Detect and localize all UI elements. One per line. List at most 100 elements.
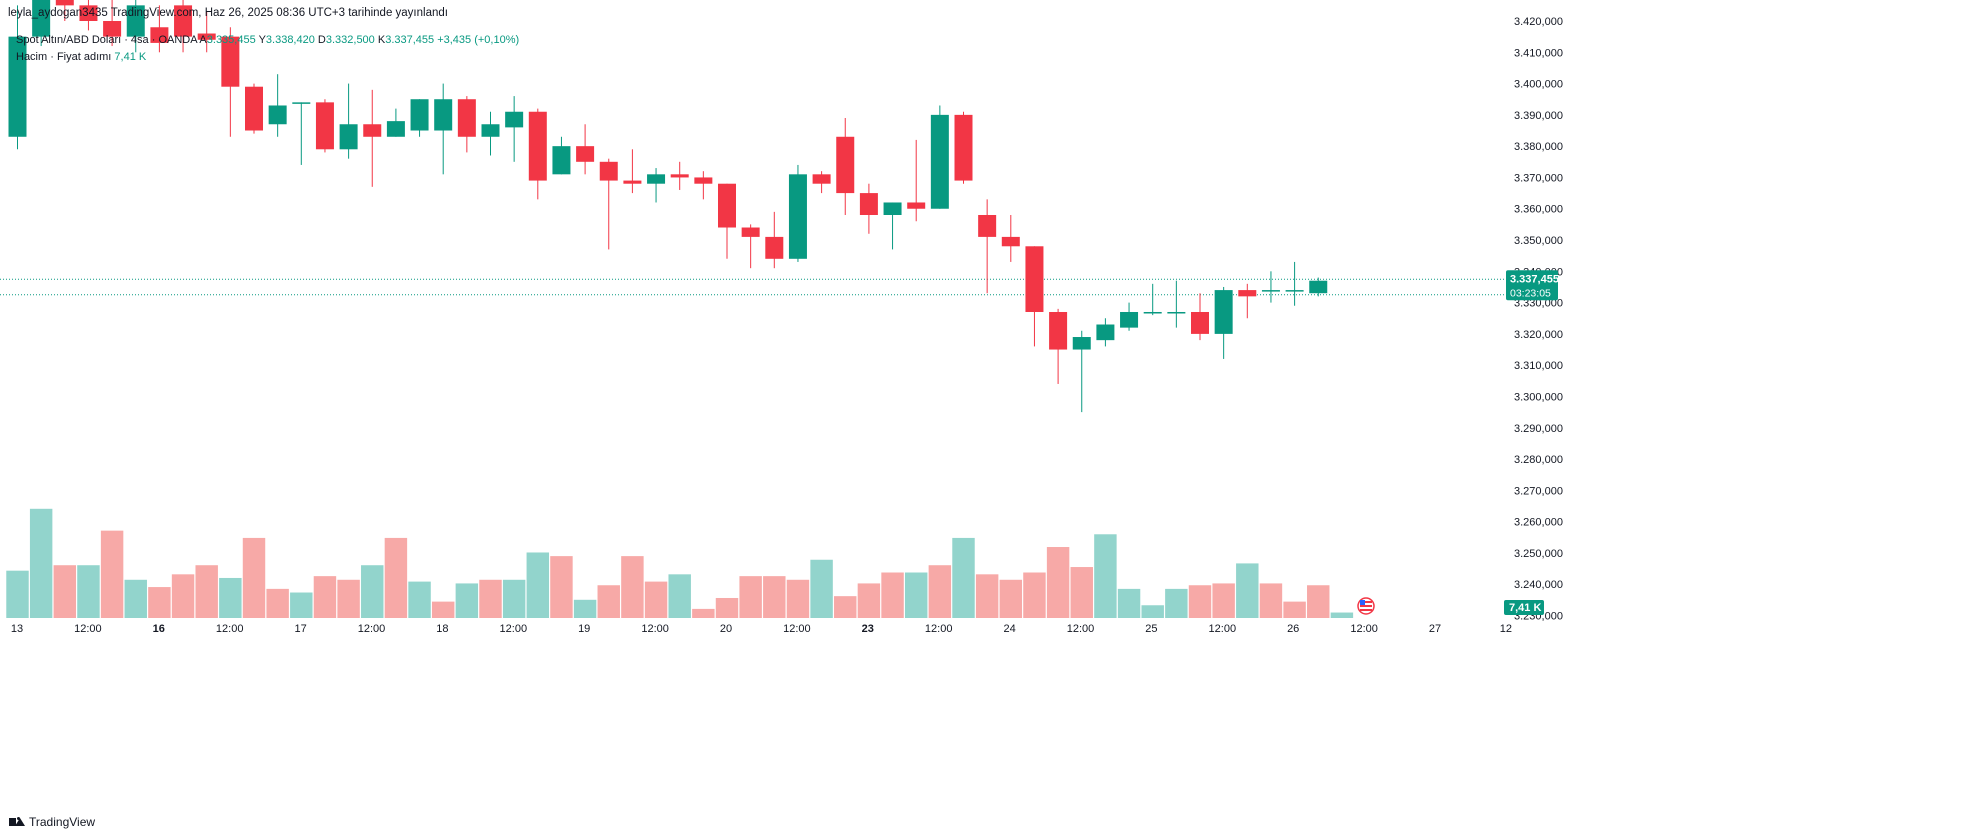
volume-bar: [621, 556, 644, 618]
candle[interactable]: [1261, 271, 1280, 303]
volume-bar: [573, 599, 597, 618]
footer-brand: TradingView: [29, 815, 96, 829]
volume-bar: [834, 596, 857, 618]
candle[interactable]: [386, 108, 405, 137]
tradingview-footer[interactable]: TradingView: [9, 815, 95, 829]
candle[interactable]: [245, 83, 263, 134]
time-tick-label: 26: [1287, 623, 1299, 635]
candle[interactable]: [836, 117, 855, 215]
volume-bar: [53, 565, 77, 618]
candle-body: [315, 102, 334, 150]
symbol-name[interactable]: Spot Altın/ABD Doları · 4sa · OANDA: [16, 34, 197, 46]
candles: [8, 0, 1328, 413]
candle[interactable]: [718, 183, 736, 259]
volume-bar: [668, 574, 691, 618]
volume-bar: [1094, 534, 1117, 618]
candle[interactable]: [1072, 330, 1091, 413]
candle[interactable]: [930, 105, 949, 209]
candle[interactable]: [599, 158, 618, 250]
candle[interactable]: [576, 124, 595, 175]
candle-body: [812, 174, 831, 184]
candle[interactable]: [883, 202, 902, 250]
candle[interactable]: [339, 83, 358, 159]
time-tick-label: 12:00: [1067, 623, 1095, 635]
volume-bar: [219, 577, 242, 618]
candle[interactable]: [363, 89, 382, 187]
candle[interactable]: [1191, 293, 1209, 341]
candle-body: [363, 124, 382, 137]
volume-bar: [384, 537, 408, 618]
candle[interactable]: [1001, 214, 1020, 262]
candle[interactable]: [647, 168, 666, 203]
candle[interactable]: [197, 11, 216, 53]
candle[interactable]: [623, 149, 642, 194]
candle[interactable]: [978, 199, 997, 294]
volume-bar: [266, 588, 289, 618]
published-caption: leyla_aydogan3435 TradingView.com, Haz 2…: [8, 7, 448, 19]
candle[interactable]: [150, 5, 169, 53]
volume-bar: [431, 601, 455, 618]
volume-bar: [786, 579, 810, 618]
volume-bar: [1236, 563, 1259, 618]
candle[interactable]: [505, 96, 524, 162]
candle[interactable]: [1025, 246, 1044, 347]
candle[interactable]: [481, 111, 500, 156]
candle[interactable]: [1167, 280, 1186, 328]
volume-legend[interactable]: Hacim · Fiyat adımı 7,41 K: [16, 51, 146, 63]
candle[interactable]: [859, 183, 878, 234]
candle[interactable]: [694, 171, 713, 200]
candle[interactable]: [812, 171, 831, 194]
time-tick-label: 19: [578, 623, 590, 635]
candle[interactable]: [79, 0, 98, 31]
candle[interactable]: [788, 164, 807, 262]
candle-body: [197, 33, 216, 40]
candle[interactable]: [552, 136, 571, 175]
candle[interactable]: [1309, 277, 1328, 297]
candle[interactable]: [457, 96, 476, 153]
candle-body: [1309, 280, 1328, 294]
candle[interactable]: [1285, 261, 1304, 306]
candle[interactable]: [174, 0, 193, 53]
candle[interactable]: [954, 111, 973, 184]
candle[interactable]: [741, 224, 760, 269]
candle[interactable]: [765, 211, 784, 269]
price-tick-label: 3.320,000: [1514, 329, 1563, 341]
candle[interactable]: [434, 83, 453, 175]
candle[interactable]: [670, 161, 689, 190]
candle[interactable]: [32, 0, 51, 47]
candle[interactable]: [1214, 286, 1233, 359]
candle-body: [505, 111, 524, 128]
volume-badge-text: 7,41 K: [1509, 602, 1541, 614]
volume-bar: [1141, 605, 1164, 618]
candle-body: [457, 99, 476, 137]
candle-body: [788, 174, 807, 259]
candle[interactable]: [55, 0, 74, 21]
volume-bar: [77, 565, 100, 618]
candle[interactable]: [315, 99, 334, 153]
candle[interactable]: [221, 27, 240, 137]
candle[interactable]: [103, 0, 122, 47]
candle[interactable]: [907, 139, 926, 222]
candle[interactable]: [1143, 283, 1162, 316]
candle[interactable]: [268, 74, 287, 137]
volume-bar: [100, 530, 124, 618]
candle[interactable]: [410, 99, 429, 137]
us-flag-event-icon[interactable]: [1357, 597, 1375, 615]
price-axis[interactable]: 3.420,000 3.410,000 3.400,000 3.390,000 3.38…: [1514, 16, 1563, 623]
candle[interactable]: [1096, 318, 1115, 347]
time-axis[interactable]: 13 12:00 16 12:00 17 12:00 18 12:00 19 12:00 20 12:…: [11, 623, 1512, 635]
candle[interactable]: [8, 5, 27, 150]
candle[interactable]: [126, 0, 145, 53]
price-tick-label: 3.370,000: [1514, 172, 1563, 184]
candle[interactable]: [528, 108, 547, 200]
candle-body: [126, 5, 145, 37]
candle[interactable]: [292, 102, 311, 165]
candle[interactable]: [1049, 308, 1068, 384]
volume-label[interactable]: Hacim · Fiyat adımı: [16, 51, 112, 63]
candle[interactable]: [1120, 302, 1139, 331]
candle[interactable]: [1238, 283, 1257, 319]
candle-body: [221, 36, 240, 87]
candle-body: [1025, 246, 1044, 312]
symbol-legend[interactable]: Spot Altın/ABD Doları · 4sa · OANDA A3.3…: [16, 34, 519, 46]
